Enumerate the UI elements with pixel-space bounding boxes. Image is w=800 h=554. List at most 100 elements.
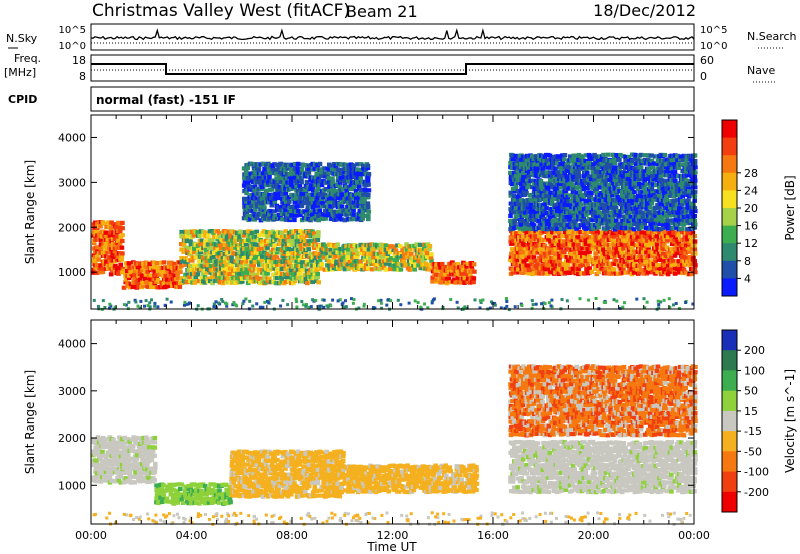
power-cell [141,261,146,266]
power-cell [529,262,535,267]
power-cell [623,162,629,167]
power-cell [281,234,286,239]
power-cell [553,235,558,240]
power-cell [96,257,102,262]
power-cell [243,184,249,189]
power-cell [612,189,617,194]
power-cell [387,262,393,267]
power-cell [649,225,655,230]
power-cell [339,265,345,271]
power-cell [692,266,698,271]
power-cell [330,179,336,184]
power-cell [522,198,527,203]
power-cell [595,182,601,187]
power-cell [293,193,299,198]
power-cell [626,198,632,203]
power-cell [274,250,280,255]
power-cell [293,235,299,240]
power-cell [355,254,360,259]
power-cell [640,262,645,267]
power-cell [687,220,693,226]
power-cell [527,169,533,174]
power-cell [292,217,297,223]
power-cell [316,233,321,238]
power-cell [294,204,300,209]
power-cell [567,154,573,159]
power-cell [617,175,623,180]
power-cell [92,241,97,246]
power-cell [547,221,553,226]
power-cell [650,165,655,170]
power-cell [519,198,524,203]
power-cell [329,196,335,201]
power-cell [614,250,619,255]
power-cell [613,205,619,210]
power-cell [676,247,682,252]
power-cell [651,182,656,187]
power-cell [669,267,674,272]
power-cell [251,251,256,256]
power-cell [661,222,666,227]
power-cell [617,157,622,162]
power-cell [298,270,303,275]
power-cell [680,226,685,231]
power-cell [581,194,587,199]
power-cell [654,242,660,247]
power-cell [288,267,294,272]
power-cell [524,190,529,195]
power-cell [665,250,671,255]
power-cell [528,238,533,243]
power-cell [560,174,566,179]
power-cell [266,166,272,171]
power-cell [671,250,676,255]
power-cell [540,250,546,255]
power-cell [265,196,270,201]
power-cell [554,237,560,243]
power-cell [567,165,573,170]
power-cell [365,163,371,168]
power-cell [186,245,191,250]
power-cell [449,268,455,273]
power-cell [529,268,535,273]
power-cell [576,169,581,174]
power-cell [259,268,265,273]
power-cell [611,218,616,223]
power-cell [608,168,613,174]
power-cell [161,281,167,286]
power-cell [204,270,210,275]
power-cell [565,168,570,173]
power-cell [187,274,192,280]
power-cell [576,223,581,228]
power-cell [256,250,261,255]
power-cell [605,161,610,166]
power-cell [346,251,351,256]
power-cell [137,265,143,270]
power-cell [560,153,565,158]
power-cell [299,250,304,255]
power-cell [360,216,365,221]
power-cell [580,262,586,267]
power-cell [542,202,548,207]
power-cell [253,249,259,254]
power-cell [636,226,642,231]
power-cell [642,169,648,175]
power-cell [306,239,311,244]
power-cell [518,189,524,194]
power-cell [310,216,315,221]
power-cell [649,186,655,191]
power-cell [269,203,275,208]
power-cell [261,161,267,167]
power-cell [280,217,285,222]
nsky-tick-top: 10^5 [59,25,86,36]
power-cell [292,200,298,205]
power-cell [619,234,624,239]
power-cell [592,241,597,246]
power-cell [593,251,599,256]
power-cell [544,170,550,175]
power-cell [598,263,603,268]
power-cell [299,171,304,176]
power-cell [627,154,632,159]
power-cell [317,161,323,166]
power-cell [685,230,690,235]
power-cell [207,258,213,263]
